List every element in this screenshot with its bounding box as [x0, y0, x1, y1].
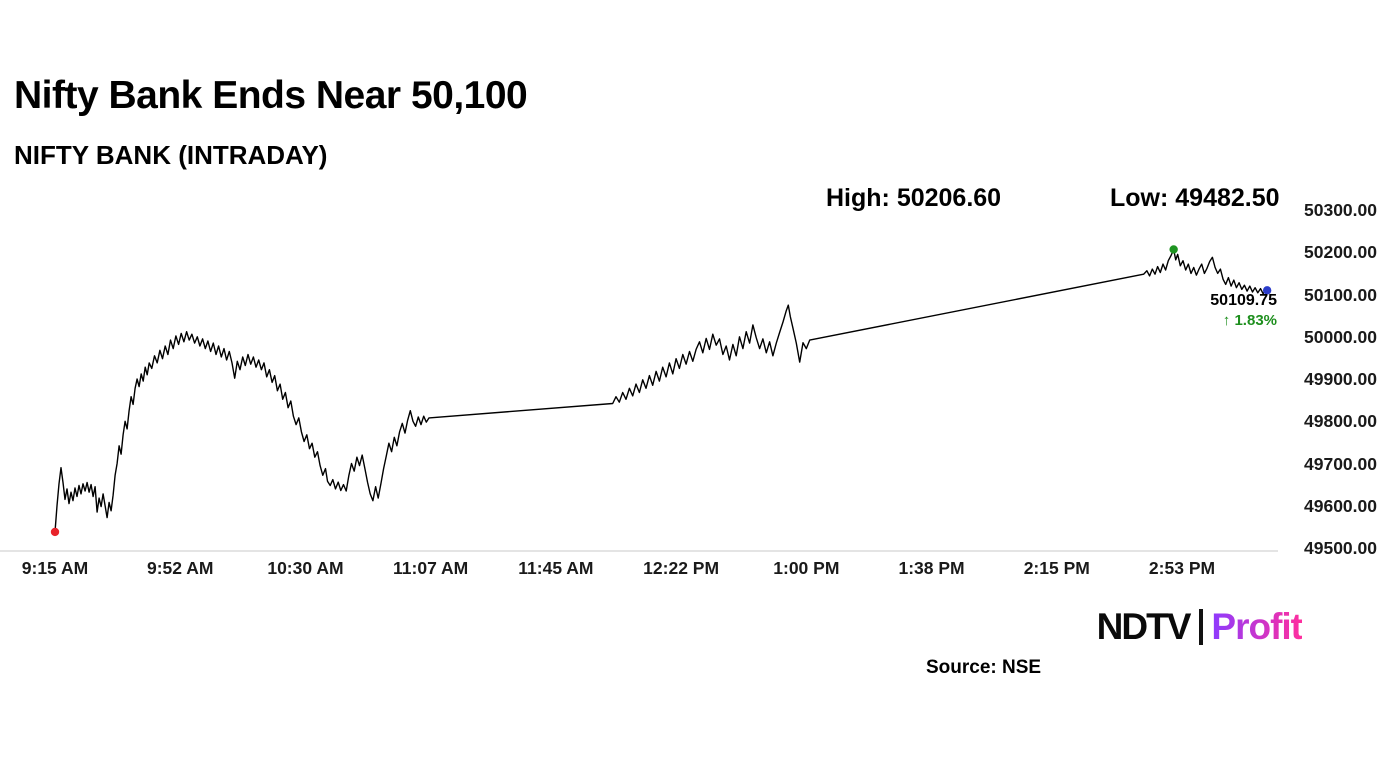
price-line — [54, 248, 1268, 532]
change-percent-label: ↑ 1.83% — [1222, 312, 1277, 329]
low-value-label: Low: 49482.50 — [1110, 184, 1280, 212]
session-high-marker — [1169, 245, 1178, 254]
brand-logo: NDTV Profit — [1096, 606, 1303, 647]
session-close-marker — [1262, 286, 1272, 295]
session-open-marker — [50, 527, 60, 537]
logo-separator-bar — [1199, 608, 1204, 645]
source-attribution: Source: NSE — [926, 657, 1042, 678]
last-price-label: 50109.75 — [1210, 292, 1277, 309]
ndtv-wordmark: NDTV — [1096, 606, 1192, 647]
high-value-label: High: 50206.60 — [826, 184, 1002, 212]
profit-wordmark: Profit — [1211, 606, 1303, 647]
page-subtitle: NIFTY BANK (INTRADAY) — [14, 140, 328, 170]
page-title: Nifty Bank Ends Near 50,100 — [14, 74, 528, 117]
